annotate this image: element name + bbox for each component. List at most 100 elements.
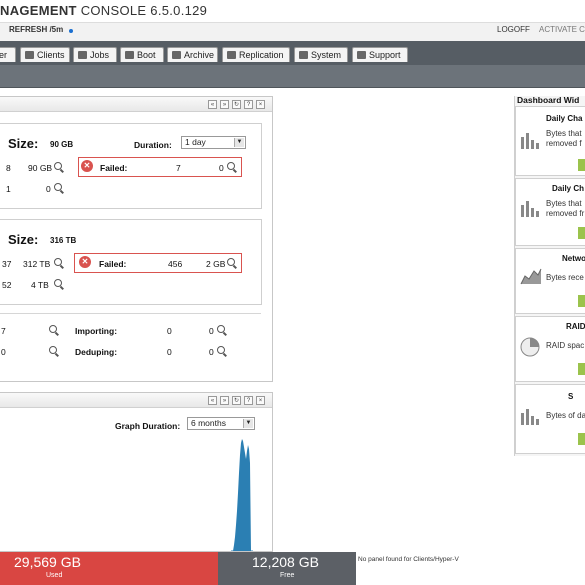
collapse-right-icon[interactable]: » (220, 100, 229, 109)
widget-desc-2: removed f (546, 139, 582, 148)
chevron-down-icon: ▼ (243, 419, 253, 428)
sub-toolbar (0, 65, 585, 88)
left-row2-count: 0 (1, 347, 6, 357)
widget-title: RAID (566, 322, 585, 331)
widget-title: S (568, 392, 574, 401)
archive-summary-box: Size: 316 TB 37 312 TB 52 4 TB ✕ Failed:… (0, 219, 262, 305)
logoff-link[interactable]: LOGOFF (497, 25, 530, 34)
widget-daily-change-2[interactable]: Daily Ch Bytes that removed fr (515, 178, 585, 246)
row1-size: 312 TB (23, 259, 51, 269)
failed-count: 456 (168, 259, 183, 269)
storage-history-chart (1, 433, 263, 551)
tab-label: Boot (137, 50, 156, 60)
collapse-right-icon[interactable]: » (220, 396, 229, 405)
tab-label: Jobs (90, 50, 110, 60)
search-icon[interactable] (54, 279, 62, 287)
importing-label: Importing: (75, 326, 118, 336)
divider (0, 313, 261, 314)
tab-label: Archive (184, 50, 215, 60)
help-icon[interactable]: ? (244, 396, 253, 405)
jobs-icon (78, 51, 87, 59)
collapse-left-icon[interactable]: « (208, 100, 217, 109)
row1-size: 90 GB (28, 163, 53, 173)
widget-add-button[interactable] (578, 159, 585, 171)
close-icon[interactable]: × (256, 396, 265, 405)
used-value: 29,569 GB (14, 554, 81, 570)
failed-box: ✕ Failed: 456 2 GB (74, 253, 242, 273)
search-icon[interactable] (217, 325, 225, 333)
size-label: Size: (8, 136, 39, 151)
area-chart-icon (520, 268, 542, 285)
tab-label: System (311, 50, 342, 60)
search-icon[interactable] (49, 325, 57, 333)
failed-count: 7 (176, 163, 181, 173)
activate-link[interactable]: ACTIVATE C (539, 25, 585, 34)
refresh-icon[interactable]: ↻ (232, 396, 241, 405)
refresh-button[interactable]: REFRESH /5m (9, 25, 64, 34)
tab-label: Clients (37, 50, 65, 60)
duration-select[interactable]: 1 day ▼ (181, 136, 246, 149)
widget-raid[interactable]: RAID RAID spac (515, 316, 585, 382)
tab-label: er (0, 50, 8, 60)
tab-support[interactable]: Support (352, 47, 408, 62)
widget-desc-1: RAID spac (546, 341, 585, 350)
widget-title: Daily Cha (546, 114, 583, 123)
tab-replication[interactable]: Replication (222, 47, 290, 62)
row2-size: 4 TB (31, 280, 49, 290)
tab-clients[interactable]: Clients (20, 47, 70, 62)
bar-chart-icon (521, 409, 539, 425)
importing-count: 0 (167, 326, 172, 336)
search-icon[interactable] (217, 346, 225, 354)
widget-desc-1: Bytes that (546, 199, 582, 208)
tab-system[interactable]: System (294, 47, 348, 62)
widget-network[interactable]: Netwo Bytes rece (515, 248, 585, 314)
widget-add-button[interactable] (578, 363, 585, 375)
title-bar (0, 0, 585, 22)
jobs-summary-panel: « » ↻ ? × Size: 90 GB Duration: 1 day ▼ 8… (0, 96, 273, 382)
search-icon[interactable] (227, 162, 235, 170)
chevron-down-icon: ▼ (234, 138, 244, 147)
free-label: Free (280, 572, 295, 579)
tab-archive[interactable]: Archive (167, 47, 218, 62)
widget-desc-2: removed fr (546, 209, 585, 218)
graph-duration-select[interactable]: 6 months ▼ (187, 417, 255, 430)
widget-title: Daily Ch (552, 184, 585, 193)
tab-manager[interactable]: er (0, 47, 16, 62)
tab-jobs[interactable]: Jobs (73, 47, 117, 62)
used-storage-bar: 29,569 GB Used (0, 552, 218, 585)
collapse-left-icon[interactable]: « (208, 396, 217, 405)
duration-value: 1 day (185, 137, 206, 147)
tab-boot[interactable]: Boot (120, 47, 164, 62)
search-icon[interactable] (227, 258, 235, 266)
search-icon[interactable] (54, 162, 62, 170)
refresh-icon[interactable]: ↻ (232, 100, 241, 109)
refresh-indicator-icon (69, 29, 73, 33)
widget-stored[interactable]: S Bytes of da (515, 384, 585, 454)
info-icon (357, 51, 366, 59)
graph-duration-label: Graph Duration: (115, 421, 181, 431)
close-icon[interactable]: × (256, 100, 265, 109)
widget-add-button[interactable] (578, 227, 585, 239)
widget-add-button[interactable] (578, 433, 585, 445)
no-panel-message: No panel found for Clients/Hyper-V (358, 556, 459, 563)
monitor-icon (25, 51, 34, 59)
search-icon[interactable] (54, 183, 62, 191)
graph-duration-value: 6 months (191, 418, 226, 428)
search-icon[interactable] (49, 346, 57, 354)
widget-daily-change-1[interactable]: Daily Cha Bytes that removed f (515, 106, 585, 176)
replication-icon (227, 51, 236, 59)
deduping-count: 0 (167, 347, 172, 357)
search-icon[interactable] (54, 258, 62, 266)
widget-add-button[interactable] (578, 295, 585, 307)
used-label: Used (46, 572, 63, 579)
pie-chart-icon (520, 337, 540, 357)
widget-desc-1: Bytes that (546, 129, 582, 138)
widget-desc-1: Bytes of da (546, 411, 585, 420)
size-value: 316 TB (50, 236, 77, 245)
row2-size: 0 (46, 184, 51, 194)
free-value: 12,208 GB (252, 554, 319, 570)
help-icon[interactable]: ? (244, 100, 253, 109)
row2-count: 52 (2, 280, 12, 290)
boot-icon (125, 51, 134, 59)
failed-size: 2 GB (206, 259, 226, 269)
